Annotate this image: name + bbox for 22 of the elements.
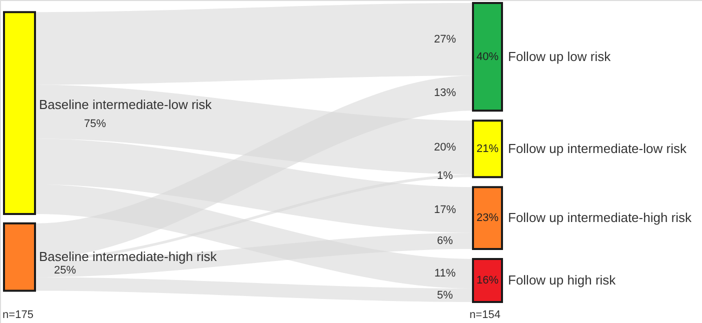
category-label: Follow up intermediate-low risk — [508, 140, 687, 156]
data-label: 11% — [434, 268, 456, 280]
category-label: Follow up intermediate-high risk — [508, 210, 692, 226]
text: n=154 — [470, 308, 500, 321]
series-label: Baseline intermediate-high risk — [39, 249, 218, 264]
category-label: Follow up high risk — [508, 272, 616, 288]
data-label: 20% — [434, 142, 456, 154]
category-label: Follow up low risk — [508, 48, 612, 64]
data-label: 5% — [437, 289, 454, 302]
data-label: 27% — [434, 33, 456, 46]
data-label: 13% — [434, 87, 456, 100]
data-label: 1% — [437, 170, 454, 182]
data-label: 17% — [434, 204, 456, 216]
text: 75% — [84, 118, 106, 130]
text: 21% — [476, 142, 499, 155]
text: 16% — [476, 274, 499, 286]
text: n=175 — [2, 308, 34, 321]
data-label: 6% — [437, 234, 454, 247]
text: 40% — [476, 50, 499, 63]
text: 23% — [476, 212, 499, 224]
series-label: Baseline intermediate-low risk — [39, 96, 212, 112]
text: 25% — [54, 264, 76, 277]
